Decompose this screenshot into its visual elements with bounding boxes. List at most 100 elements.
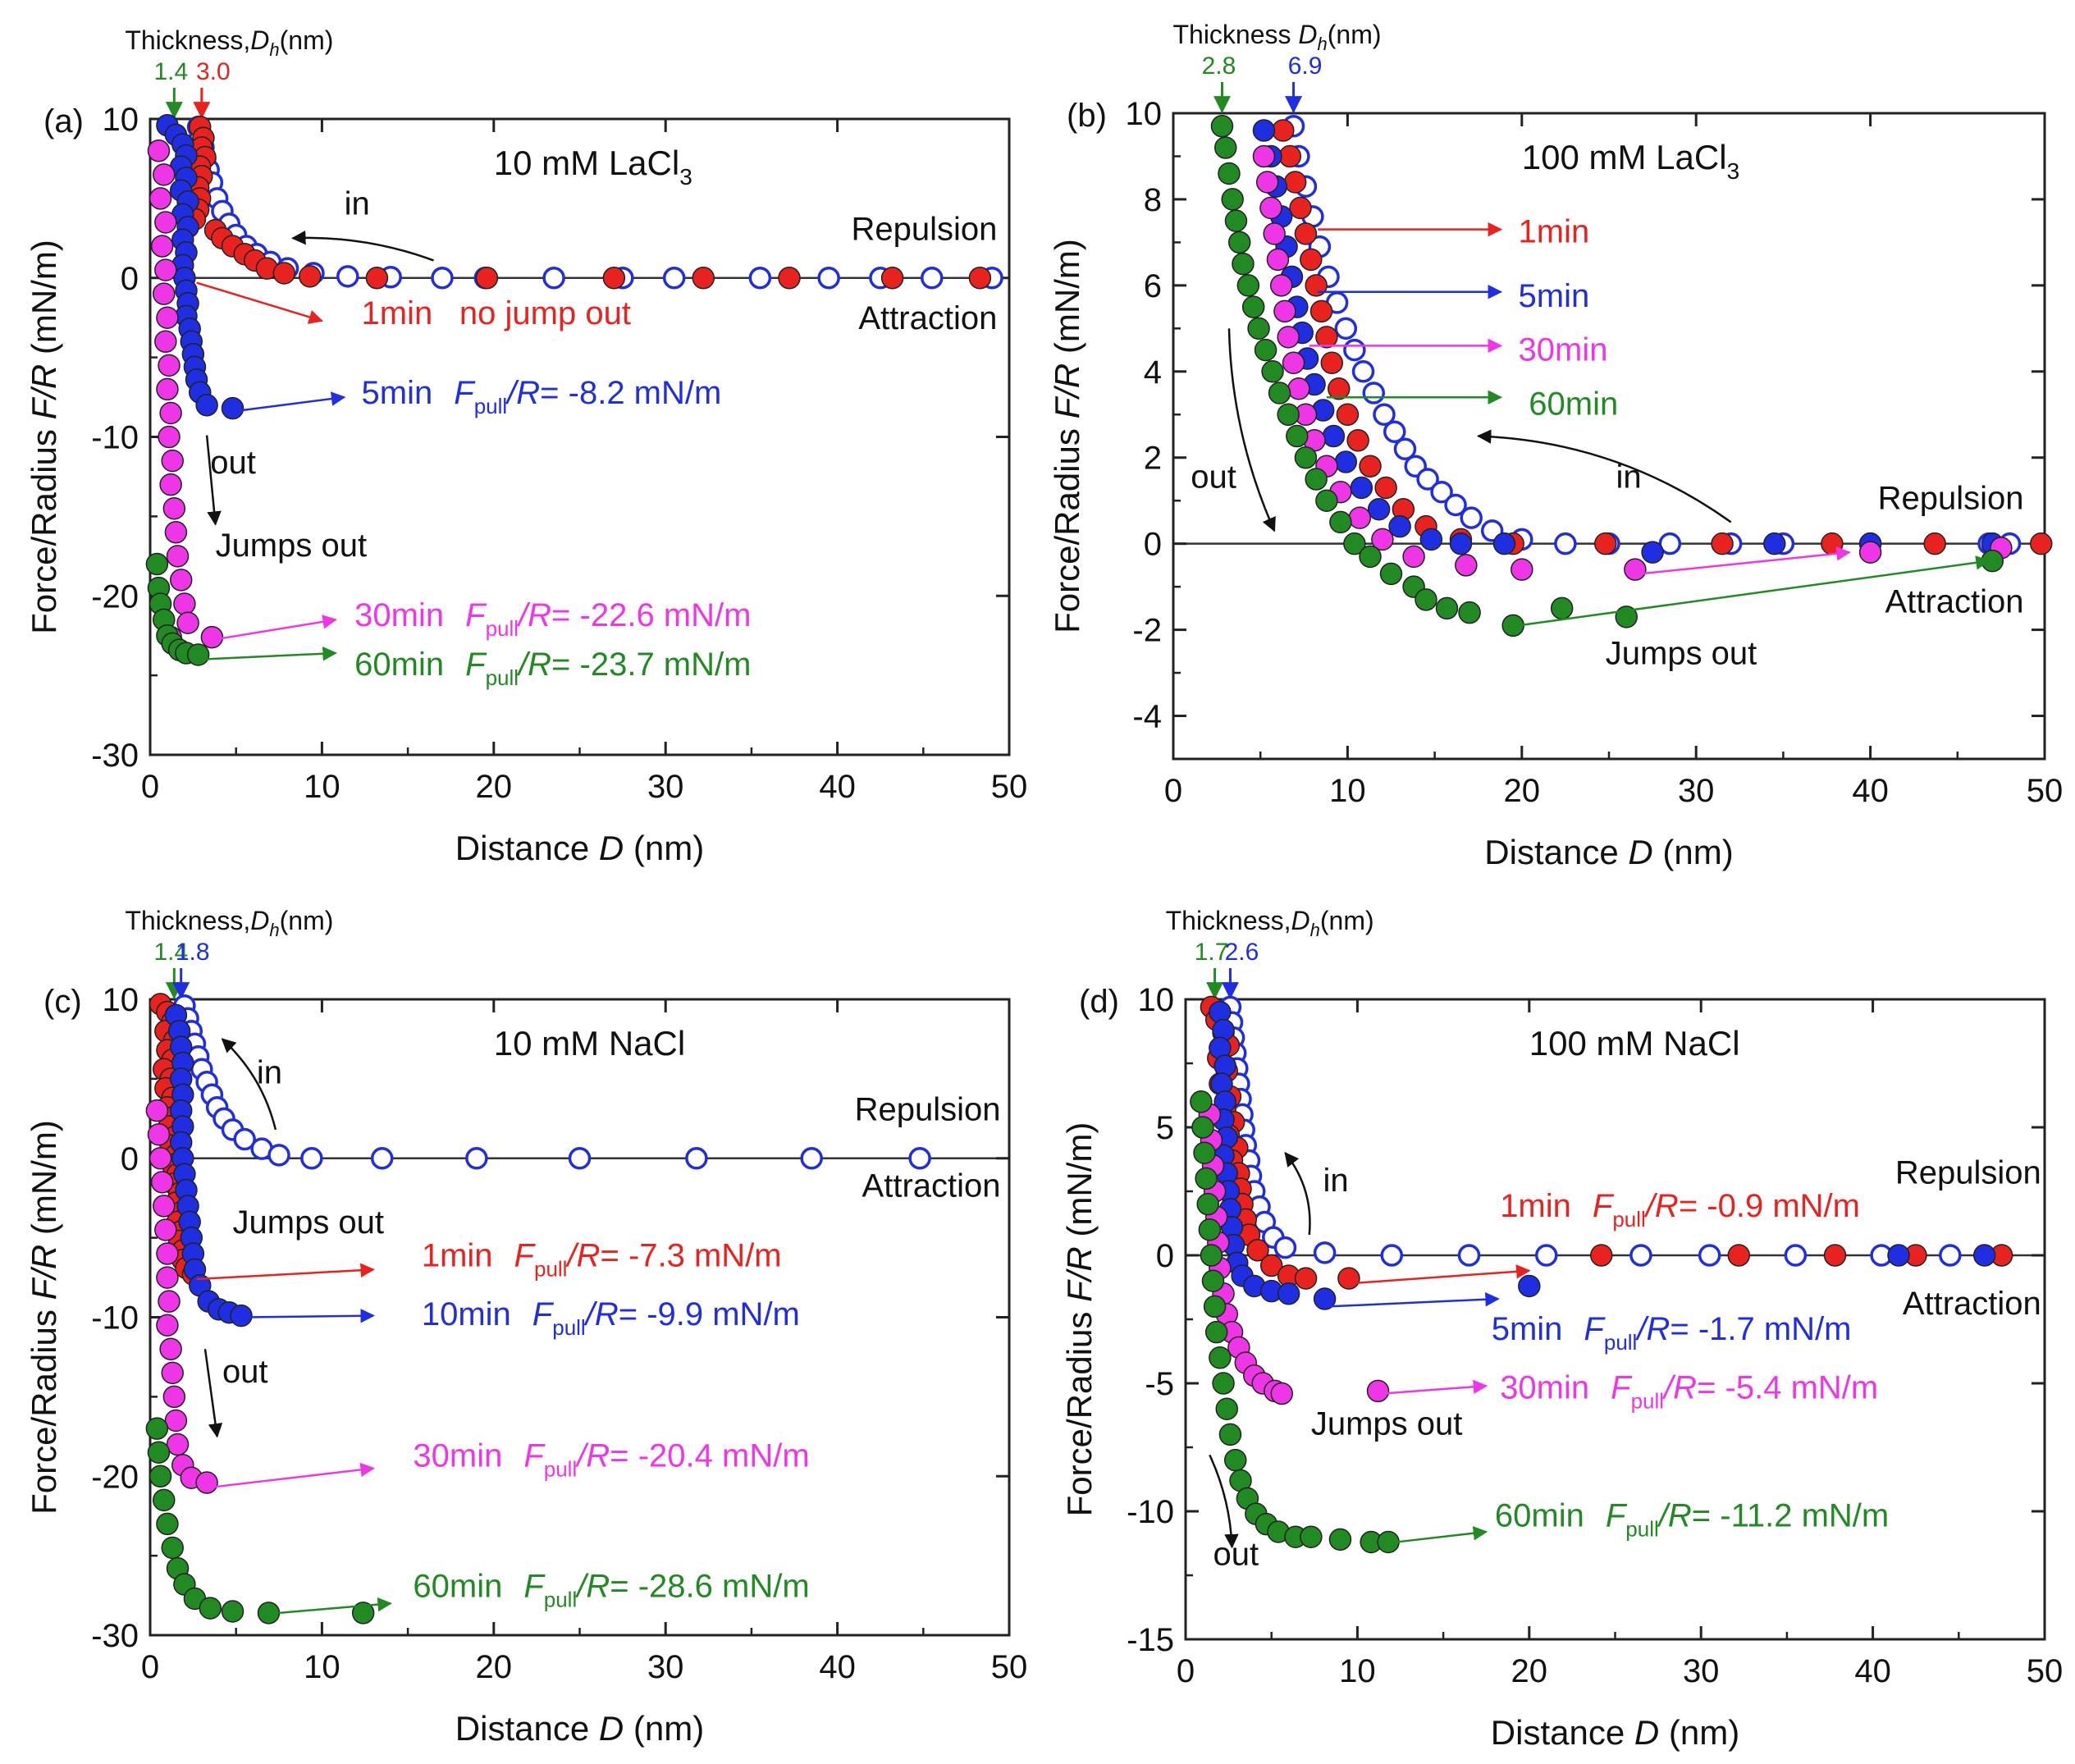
data-point-1min	[880, 267, 904, 290]
annotation-5min: 5min Fpull/R= -1.7 mN/m	[1492, 1311, 1852, 1355]
y-tick-label: -30	[91, 738, 139, 774]
x-axis-label: Distance D (nm)	[455, 829, 704, 867]
x-tick-label: 20	[476, 769, 513, 805]
panel-label: (c)	[43, 984, 82, 1020]
y-tick-label: 10	[103, 982, 139, 1018]
data-point-30min	[154, 330, 177, 353]
data-point-1min	[1711, 532, 1734, 555]
guide-arrow	[1640, 546, 1851, 575]
data-point-1min	[1272, 119, 1295, 142]
data-point-30min	[154, 1218, 177, 1241]
data-point-1min	[2030, 532, 2053, 555]
y-tick-label: 4	[1144, 354, 1162, 391]
data-point-open	[431, 267, 454, 290]
y-tick-label: -30	[91, 1618, 139, 1654]
annotation-arrow	[196, 1263, 375, 1281]
data-point-open	[1460, 506, 1483, 529]
data-point-60min	[1300, 1525, 1323, 1548]
data-point-30min	[166, 545, 190, 568]
y-tick-label: -20	[91, 578, 139, 615]
data-point-30min	[162, 496, 186, 520]
data-point-30min	[149, 187, 172, 210]
data-point-30min	[195, 1471, 218, 1494]
data-point-30min	[1255, 171, 1279, 194]
panel-a-10mm-lacl3: 0 10 20 30 40 50 -30 -20 -10 0 10 Distance D (nm) Fo…	[25, 25, 1027, 867]
data-point-60min	[1198, 1218, 1222, 1241]
data-point-30min	[1270, 1382, 1294, 1405]
annotation-text: 1min	[362, 295, 433, 331]
data-point-open	[1629, 1244, 1652, 1267]
data-point-5min	[1277, 1282, 1300, 1305]
x-tick-label: 30	[647, 1649, 684, 1685]
data-point-1min	[1246, 1239, 1269, 1262]
x-tick-label: 20	[1504, 773, 1541, 809]
data-point-open	[1313, 1241, 1337, 1264]
annotation-30min: 30min	[1519, 332, 1608, 368]
data-point-60min	[1329, 510, 1352, 534]
guide-arrow	[1476, 429, 1732, 523]
data-point-1min	[298, 265, 322, 288]
x-tick-label: 0	[141, 769, 159, 805]
guide-arrow	[1284, 1151, 1311, 1236]
data-point-30min	[200, 625, 224, 649]
data-point-60min	[1343, 532, 1366, 555]
data-point-60min	[1191, 1116, 1214, 1139]
data-point-open	[662, 267, 686, 290]
data-point-60min	[1203, 1295, 1227, 1318]
annotation-arrow	[218, 615, 337, 640]
data-point-open	[1351, 360, 1375, 383]
y-tick-label: 0	[1144, 527, 1162, 563]
guide-arrow	[1518, 555, 1990, 627]
x-axis-label: Distance D (nm)	[455, 1709, 704, 1748]
data-point-1min	[692, 267, 715, 290]
y-tick-label: -2	[1132, 613, 1162, 649]
data-point-30min	[173, 592, 196, 615]
data-point-30min	[161, 1361, 184, 1385]
data-point-1min	[1309, 299, 1333, 323]
data-point-60min	[1213, 136, 1237, 159]
y-tick-label: 6	[1144, 268, 1162, 304]
data-point-60min	[1377, 1530, 1400, 1554]
data-point-5min	[1313, 1287, 1337, 1310]
data-point-open	[1658, 532, 1682, 555]
y-axis-label: Force/Radius F/R (mN/m)	[1060, 1122, 1099, 1517]
annotation-5min: 5min	[1519, 278, 1590, 314]
side-label-repulsion: Repulsion	[1878, 481, 2024, 517]
thickness-value: 6.9	[1288, 53, 1323, 80]
data-point-30min	[161, 449, 184, 473]
data-point-1min	[1294, 222, 1318, 245]
data-point-60min	[186, 643, 210, 666]
thickness-value: 3.0	[196, 58, 231, 85]
thickness-value: 1.4	[153, 939, 188, 966]
data-point-60min	[1315, 489, 1338, 512]
data-point-5min	[1388, 514, 1411, 538]
data-point-open	[1383, 420, 1406, 444]
y-axis-label: Force/Radius F/R (mN/m)	[1048, 239, 1086, 633]
panel-label: (d)	[1079, 984, 1119, 1020]
data-point-open	[1457, 1244, 1481, 1267]
data-point-1min	[1821, 532, 1844, 555]
guide-arrow	[221, 1038, 277, 1131]
data-point-30min	[1455, 554, 1478, 577]
data-point-30min	[1402, 545, 1425, 569]
data-point-60min	[1224, 209, 1248, 232]
data-point-60min	[1277, 403, 1300, 427]
y-tick-label: -15	[1127, 1622, 1174, 1658]
data-point-60min	[1247, 317, 1270, 340]
x-tick-label: 30	[1678, 773, 1715, 809]
annotation-60min: 60min Fpull/R= -28.6 mN/m	[413, 1569, 809, 1612]
side-label-attraction: Attraction	[858, 300, 997, 336]
annotation-60min: 60min Fpull/R= -11.2 mN/m	[1495, 1498, 1889, 1542]
x-tick-label: 10	[304, 769, 341, 805]
data-point-5min	[1518, 1274, 1541, 1298]
data-point-open	[1784, 1244, 1808, 1267]
data-point-open	[370, 1147, 394, 1170]
data-point-open	[685, 1147, 708, 1170]
data-point-1min	[1320, 351, 1344, 375]
data-point-30min	[1263, 222, 1286, 245]
side-label-repulsion: Repulsion	[1895, 1155, 2041, 1191]
x-tick-label: 50	[991, 769, 1028, 805]
x-tick-label: 50	[991, 1649, 1028, 1685]
data-point-60min	[161, 1536, 184, 1560]
data-point-1min	[475, 267, 499, 290]
